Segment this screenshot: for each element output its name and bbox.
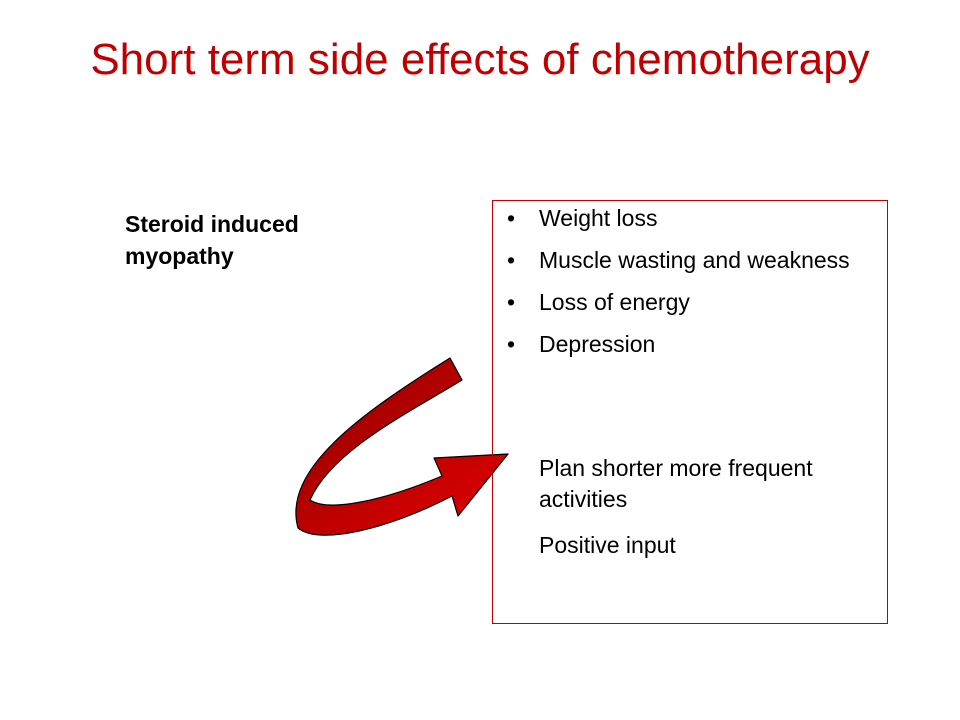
bullet-item: Weight loss — [507, 203, 869, 234]
bullet-list: Weight loss Muscle wasting and weakness … — [507, 203, 869, 371]
note-text: Positive input — [539, 532, 676, 558]
slide-title: Short term side effects of chemotherapy — [90, 35, 870, 84]
side-label: Steroid induced myopathy — [125, 211, 299, 269]
bullet-item: Muscle wasting and weakness — [507, 245, 869, 276]
content-box: Weight loss Muscle wasting and weakness … — [492, 200, 888, 624]
bullet-item: Loss of energy — [507, 287, 869, 318]
curved-u-turn-arrow-icon — [295, 357, 509, 536]
note-text: Plan shorter more frequent activities — [539, 455, 813, 512]
bullet-item: Depression — [507, 329, 869, 360]
